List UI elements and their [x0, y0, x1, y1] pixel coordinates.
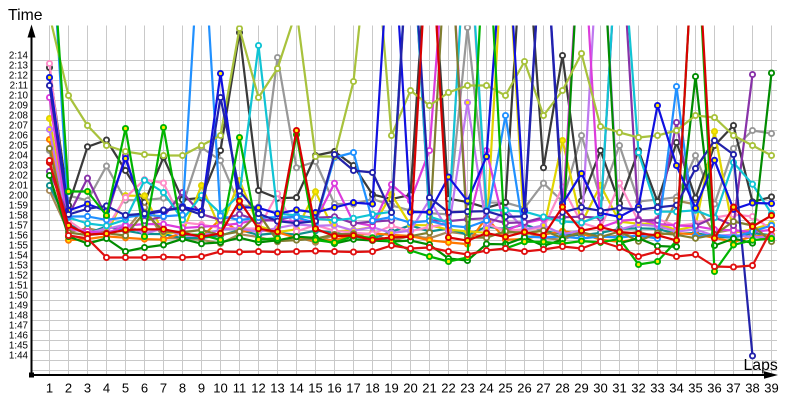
svg-text:1:56: 1:56: [9, 231, 29, 242]
svg-text:1: 1: [46, 381, 53, 396]
svg-text:1:48: 1:48: [9, 311, 29, 322]
svg-text:19: 19: [384, 381, 398, 396]
svg-text:8: 8: [179, 381, 186, 396]
svg-text:1:58: 1:58: [9, 211, 29, 222]
svg-text:1:47: 1:47: [9, 321, 28, 332]
svg-text:29: 29: [574, 381, 588, 396]
svg-text:2:10: 2:10: [9, 91, 29, 102]
svg-text:Time: Time: [8, 7, 43, 24]
svg-text:2:06: 2:06: [9, 131, 29, 142]
svg-text:2:07: 2:07: [9, 121, 28, 132]
svg-text:1:57: 1:57: [9, 221, 28, 232]
svg-text:2:12: 2:12: [9, 71, 28, 82]
svg-text:24: 24: [479, 381, 493, 396]
svg-text:25: 25: [498, 381, 512, 396]
svg-text:2:14: 2:14: [9, 51, 29, 62]
svg-text:1:53: 1:53: [9, 261, 29, 272]
svg-text:1:49: 1:49: [9, 301, 28, 312]
svg-text:33: 33: [650, 381, 664, 396]
svg-text:12: 12: [251, 381, 265, 396]
svg-text:23: 23: [460, 381, 474, 396]
svg-text:28: 28: [555, 381, 569, 396]
svg-text:2:04: 2:04: [9, 151, 29, 162]
svg-text:1:46: 1:46: [9, 331, 29, 342]
svg-text:22: 22: [441, 381, 455, 396]
svg-text:6: 6: [141, 381, 148, 396]
svg-text:2:11: 2:11: [10, 81, 28, 92]
svg-text:30: 30: [593, 381, 607, 396]
svg-text:2:02: 2:02: [9, 171, 28, 182]
svg-text:7: 7: [160, 381, 167, 396]
svg-text:2: 2: [65, 381, 72, 396]
svg-text:4: 4: [103, 381, 110, 396]
svg-text:1:54: 1:54: [9, 251, 29, 262]
svg-text:20: 20: [403, 381, 417, 396]
svg-text:1:59: 1:59: [9, 201, 28, 212]
svg-text:35: 35: [688, 381, 702, 396]
svg-text:1:52: 1:52: [9, 271, 28, 282]
svg-text:14: 14: [289, 381, 303, 396]
svg-text:39: 39: [764, 381, 778, 396]
svg-text:5: 5: [122, 381, 129, 396]
svg-text:9: 9: [198, 381, 205, 396]
svg-text:1:44: 1:44: [9, 351, 29, 362]
svg-text:26: 26: [517, 381, 531, 396]
svg-text:36: 36: [707, 381, 721, 396]
svg-text:2:01: 2:01: [9, 181, 28, 192]
svg-text:2:09: 2:09: [9, 101, 28, 112]
svg-text:2:00: 2:00: [9, 191, 29, 202]
svg-text:2:08: 2:08: [9, 111, 29, 122]
svg-text:27: 27: [536, 381, 550, 396]
svg-text:2:03: 2:03: [9, 161, 29, 172]
svg-text:13: 13: [270, 381, 284, 396]
svg-text:17: 17: [346, 381, 360, 396]
svg-text:3: 3: [84, 381, 91, 396]
svg-text:11: 11: [233, 381, 247, 396]
svg-text:1:50: 1:50: [9, 291, 29, 302]
svg-text:1:55: 1:55: [9, 241, 29, 252]
svg-text:38: 38: [745, 381, 759, 396]
svg-text:32: 32: [631, 381, 645, 396]
svg-text:2:13: 2:13: [9, 61, 29, 72]
svg-text:1:45: 1:45: [9, 341, 29, 352]
svg-text:37: 37: [726, 381, 740, 396]
svg-text:Laps: Laps: [744, 357, 778, 374]
svg-text:34: 34: [669, 381, 683, 396]
svg-text:31: 31: [612, 381, 626, 396]
svg-text:15: 15: [308, 381, 322, 396]
svg-text:18: 18: [365, 381, 379, 396]
svg-text:1:51: 1:51: [9, 281, 28, 292]
svg-text:21: 21: [422, 381, 436, 396]
svg-text:10: 10: [213, 381, 227, 396]
svg-text:16: 16: [327, 381, 341, 396]
svg-text:2:05: 2:05: [9, 141, 29, 152]
